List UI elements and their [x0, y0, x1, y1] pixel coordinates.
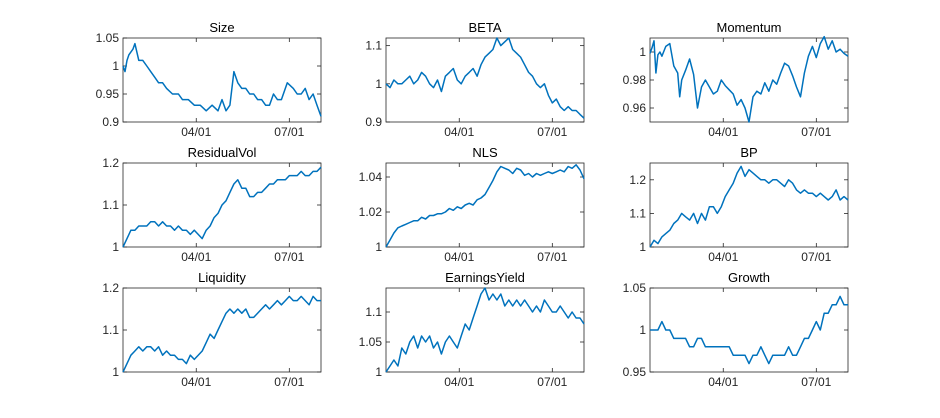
chart-title: Momentum [716, 20, 781, 35]
series-line-residualvol [122, 166, 322, 248]
x-tick-label: 07/01 [801, 125, 831, 139]
series-line-momentum [649, 35, 849, 123]
subplot-bp: BP 1 1.1 1.2 04/01 07/01 [629, 145, 849, 264]
axes-frame [649, 162, 849, 248]
y-tick-label: 1.2 [102, 156, 119, 170]
axes-frame [122, 287, 322, 373]
y-tick-label: 0.96 [623, 101, 647, 115]
series-line-growth [650, 295, 848, 365]
chart-title: ResidualVol [188, 145, 257, 160]
chart-title: EarningsYield [445, 270, 525, 285]
y-tick-label: 1 [112, 365, 119, 379]
series-line-nls [385, 164, 585, 248]
x-tick-label: 04/01 [181, 250, 211, 264]
subplot-momentum: Momentum 0.96 0.98 1 04/01 07/01 [623, 20, 849, 139]
chart-title: BETA [469, 20, 502, 35]
y-tick-label: 1 [639, 45, 646, 59]
series-line-beta [385, 37, 585, 119]
y-tick-label: 1 [112, 59, 119, 73]
x-tick-label: 07/01 [274, 375, 304, 389]
y-tick-label: 0.9 [365, 115, 382, 129]
y-tick-label: 0.95 [96, 87, 120, 101]
y-tick-label: 0.9 [102, 115, 119, 129]
x-tick-label: 07/01 [274, 250, 304, 264]
chart-title: Liquidity [198, 270, 246, 285]
y-tick-label: 1.04 [359, 170, 383, 184]
y-tick-label: 1 [639, 240, 646, 254]
chart-title: Growth [728, 270, 770, 285]
x-tick-label: 04/01 [708, 125, 738, 139]
y-tick-label: 1 [639, 323, 646, 337]
y-tick-label: 1 [112, 240, 119, 254]
y-tick-label: 1.02 [359, 205, 383, 219]
x-tick-label: 07/01 [537, 375, 567, 389]
series-line-bp [649, 165, 849, 248]
series-line-earningsyield [385, 287, 585, 373]
y-tick-label: 1.1 [365, 305, 382, 319]
y-tick-label: 1 [375, 240, 382, 254]
y-tick-label: 1.05 [96, 31, 120, 45]
y-tick-label: 0.98 [623, 73, 647, 87]
x-tick-label: 04/01 [181, 375, 211, 389]
chart-title: NLS [472, 145, 498, 160]
y-tick-label: 1.05 [359, 335, 383, 349]
subplot-liquidity: Liquidity 1 1.1 1.2 04/01 07/01 [102, 270, 322, 389]
axes-frame [385, 37, 585, 123]
subplot-earningsyield: EarningsYield 1 1.05 1.1 04/01 07/01 [359, 270, 585, 389]
y-tick-label: 1.1 [102, 323, 119, 337]
y-tick-label: 1 [375, 77, 382, 91]
axes-frame [385, 162, 585, 248]
x-tick-label: 07/01 [537, 125, 567, 139]
x-tick-label: 04/01 [708, 375, 738, 389]
x-tick-label: 07/01 [274, 125, 304, 139]
y-tick-label: 1.1 [629, 206, 646, 220]
series-line-size [122, 42, 322, 117]
x-tick-label: 07/01 [537, 250, 567, 264]
y-tick-label: 1.2 [102, 281, 119, 295]
y-tick-label: 1 [375, 365, 382, 379]
subplot-size: Size 0.9 0.95 1 1.05 04/01 07/01 [96, 20, 322, 139]
x-tick-label: 07/01 [801, 250, 831, 264]
x-tick-label: 04/01 [708, 250, 738, 264]
x-tick-label: 04/01 [444, 250, 474, 264]
subplot-nls: NLS 1 1.02 1.04 04/01 07/01 [359, 145, 585, 264]
x-tick-label: 07/01 [801, 375, 831, 389]
subplot-growth: Growth 0.95 1 1.05 04/01 07/01 [623, 270, 849, 389]
y-tick-label: 0.95 [623, 365, 647, 379]
subplot-residualvol: ResidualVol 1 1.1 1.2 04/01 07/01 [102, 145, 322, 264]
y-tick-label: 1.1 [365, 39, 382, 53]
axes-frame [122, 37, 322, 123]
x-tick-label: 04/01 [444, 375, 474, 389]
chart-title: Size [209, 20, 234, 35]
subplot-beta: BETA 0.9 1 1.1 04/01 07/01 [365, 20, 585, 139]
y-tick-label: 1.1 [102, 198, 119, 212]
y-tick-label: 1.05 [623, 281, 647, 295]
axes-frame [385, 287, 585, 373]
y-tick-label: 1.2 [629, 173, 646, 187]
axes-frame [649, 287, 849, 373]
series-line-liquidity [122, 295, 321, 373]
x-tick-label: 04/01 [181, 125, 211, 139]
chart-title: BP [740, 145, 757, 160]
x-tick-label: 04/01 [444, 125, 474, 139]
